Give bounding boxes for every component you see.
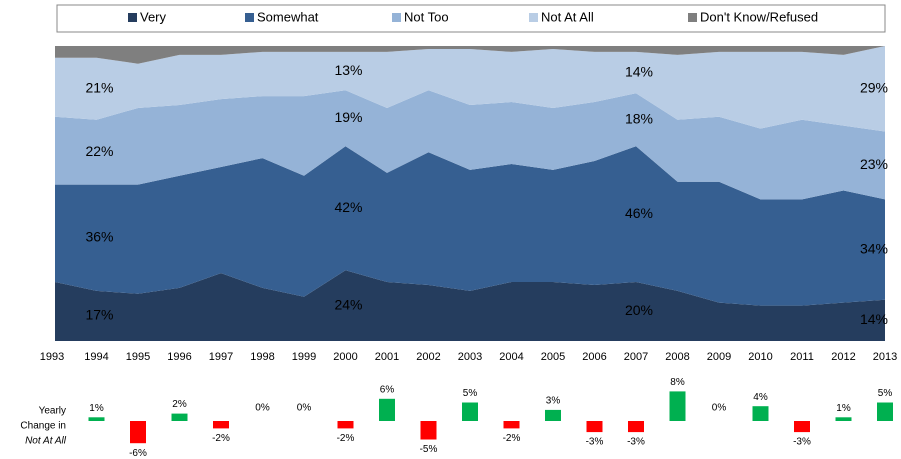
x-tick-label: 2010 bbox=[748, 351, 772, 363]
data-label: 14% bbox=[860, 311, 888, 327]
bar bbox=[130, 421, 146, 444]
data-label: 29% bbox=[860, 79, 888, 95]
x-tick-label: 1996 bbox=[167, 351, 191, 363]
bar bbox=[213, 421, 229, 429]
legend-swatch bbox=[688, 13, 697, 22]
bar bbox=[794, 421, 810, 433]
bar-label: 3% bbox=[546, 396, 561, 407]
data-label: 21% bbox=[85, 79, 113, 95]
bar bbox=[877, 402, 893, 421]
legend-label: Not Too bbox=[404, 9, 449, 24]
area bbox=[55, 270, 885, 341]
x-tick-label: 1998 bbox=[250, 351, 274, 363]
x-tick-label: 2006 bbox=[582, 351, 606, 363]
x-tick-label: 2003 bbox=[458, 351, 482, 363]
bar-label: -2% bbox=[503, 433, 521, 444]
bar-label: -6% bbox=[129, 448, 147, 459]
legend-swatch bbox=[392, 13, 401, 22]
y-axis-label: Change in bbox=[20, 421, 66, 432]
data-label: 19% bbox=[334, 109, 362, 125]
x-tick-label: 2000 bbox=[333, 351, 357, 363]
bar bbox=[379, 398, 395, 421]
x-tick-label: 1997 bbox=[209, 351, 233, 363]
bar-label: -3% bbox=[586, 437, 604, 448]
x-tick-label: 2011 bbox=[790, 351, 814, 363]
bar-label: -2% bbox=[337, 433, 355, 444]
bar bbox=[752, 406, 769, 421]
legend-label: Somewhat bbox=[257, 9, 319, 24]
bar-label: 1% bbox=[89, 403, 104, 414]
x-tick-label: 2012 bbox=[831, 351, 855, 363]
bar-label: -3% bbox=[627, 437, 645, 448]
bar bbox=[669, 391, 686, 421]
legend-swatch bbox=[529, 13, 538, 22]
area bbox=[55, 46, 885, 132]
bar-label: 0% bbox=[255, 403, 270, 414]
legend-swatch bbox=[245, 13, 254, 22]
bar bbox=[88, 417, 105, 421]
data-label: 14% bbox=[625, 63, 653, 79]
bar-label: 0% bbox=[712, 403, 727, 414]
x-tick-label: 2005 bbox=[541, 351, 565, 363]
area bbox=[55, 146, 885, 306]
bar bbox=[503, 421, 520, 429]
y-axis-label: Yearly bbox=[39, 406, 66, 417]
bar-label: 4% bbox=[753, 392, 768, 403]
bar-label: 8% bbox=[670, 377, 685, 388]
bar-label: -3% bbox=[793, 437, 811, 448]
x-tick-label: 2013 bbox=[873, 351, 897, 363]
x-tick-label: 2002 bbox=[416, 351, 440, 363]
x-tick-label: 2001 bbox=[375, 351, 399, 363]
area bbox=[55, 90, 885, 200]
data-label: 46% bbox=[625, 205, 653, 221]
x-tick-label: 1995 bbox=[126, 351, 150, 363]
legend-label: Don't Know/Refused bbox=[700, 9, 818, 24]
bar bbox=[628, 421, 644, 433]
legend-label: Very bbox=[140, 9, 167, 24]
data-label: 42% bbox=[334, 199, 362, 215]
bar-label: 6% bbox=[380, 384, 395, 395]
data-label: 24% bbox=[334, 296, 362, 312]
y-axis-label: Not At All bbox=[25, 436, 67, 447]
bar-label: -5% bbox=[420, 444, 438, 455]
data-label: 18% bbox=[625, 110, 653, 126]
data-label: 34% bbox=[860, 240, 888, 256]
data-label: 17% bbox=[85, 307, 113, 323]
bar-label: 5% bbox=[463, 388, 478, 399]
legend-label: Not At All bbox=[541, 9, 594, 24]
bar bbox=[586, 421, 603, 433]
bar bbox=[462, 402, 478, 421]
bar bbox=[545, 409, 561, 421]
bar-label: 5% bbox=[878, 388, 893, 399]
data-label: 20% bbox=[625, 302, 653, 318]
x-tick-label: 2009 bbox=[707, 351, 731, 363]
bar bbox=[337, 421, 354, 429]
bar-label: 0% bbox=[297, 403, 312, 414]
data-label: 13% bbox=[334, 62, 362, 78]
x-tick-label: 1993 bbox=[40, 351, 64, 363]
x-tick-label: 1999 bbox=[292, 351, 316, 363]
x-tick-label: 2007 bbox=[624, 351, 648, 363]
area bbox=[55, 46, 885, 64]
bar bbox=[835, 417, 852, 421]
legend-box bbox=[56, 4, 886, 33]
bar-label: -2% bbox=[212, 433, 230, 444]
bar-label: 1% bbox=[836, 403, 851, 414]
bar-label: 2% bbox=[172, 399, 187, 410]
data-label: 22% bbox=[85, 143, 113, 159]
x-tick-label: 2008 bbox=[665, 351, 689, 363]
x-tick-label: 2004 bbox=[499, 351, 523, 363]
data-label: 36% bbox=[85, 228, 113, 244]
data-label: 23% bbox=[860, 156, 888, 172]
bar bbox=[171, 413, 188, 421]
bar bbox=[420, 421, 437, 440]
x-tick-label: 1994 bbox=[84, 351, 108, 363]
legend-swatch bbox=[128, 13, 137, 22]
